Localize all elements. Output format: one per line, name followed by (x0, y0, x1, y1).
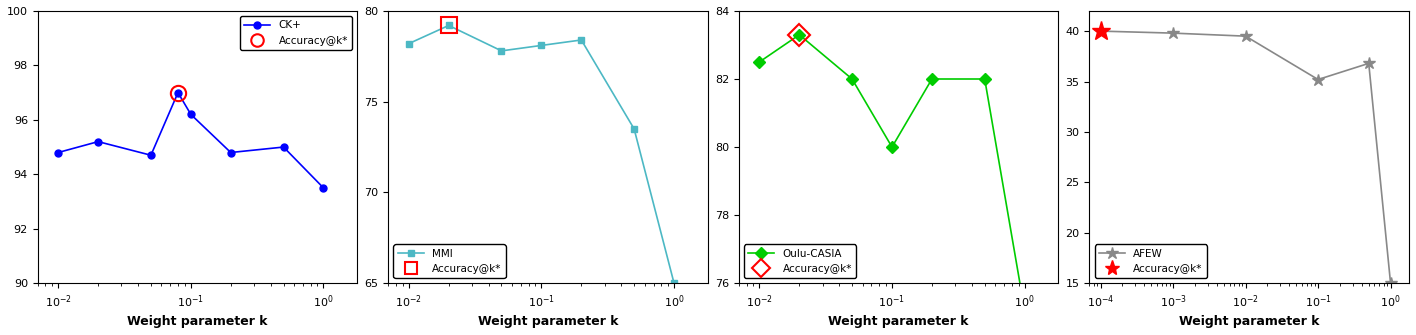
X-axis label: Weight parameter k: Weight parameter k (127, 315, 268, 328)
X-axis label: Weight parameter k: Weight parameter k (828, 315, 969, 328)
Legend: Oulu-CASIA, Accuracy@k*: Oulu-CASIA, Accuracy@k* (743, 245, 857, 278)
Legend: MMI, Accuracy@k*: MMI, Accuracy@k* (394, 245, 506, 278)
Legend: AFEW, Accuracy@k*: AFEW, Accuracy@k* (1095, 245, 1206, 278)
X-axis label: Weight parameter k: Weight parameter k (477, 315, 619, 328)
Legend: CK+, Accuracy@k*: CK+, Accuracy@k* (241, 16, 353, 50)
X-axis label: Weight parameter k: Weight parameter k (1180, 315, 1320, 328)
